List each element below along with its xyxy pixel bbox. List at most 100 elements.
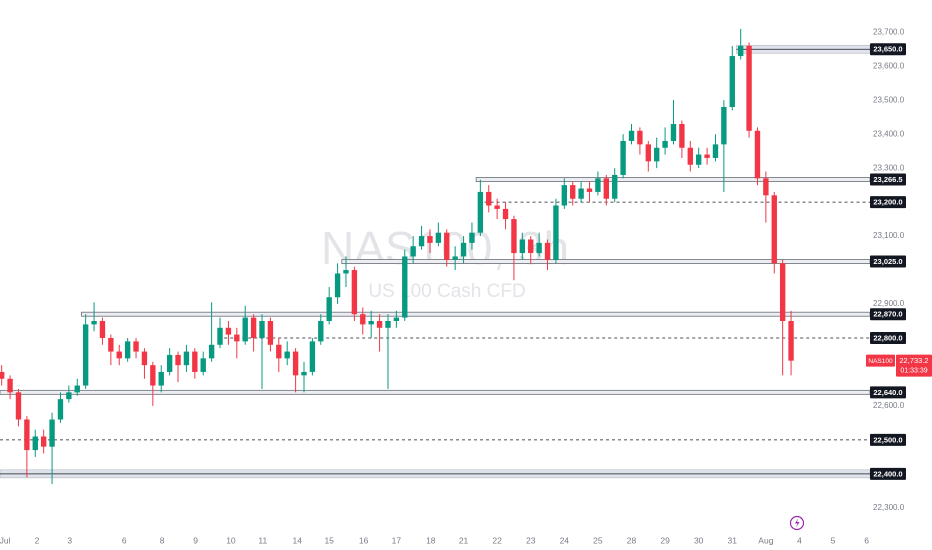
candle — [737, 28, 744, 60]
candle-body — [250, 317, 257, 338]
candle-body — [452, 256, 458, 260]
level-label: 22,640.0 — [873, 388, 902, 397]
candle-body — [586, 188, 593, 192]
candle-body — [150, 365, 156, 386]
x-tick-label: 8 — [160, 535, 165, 545]
candle-body — [242, 317, 248, 342]
candle-body — [7, 378, 13, 393]
level-label: 22,400.0 — [873, 469, 902, 478]
candle-body — [637, 130, 643, 145]
level-label-bg — [870, 331, 906, 344]
level: 23,650.0 — [736, 43, 906, 56]
candle-body — [561, 185, 568, 206]
level-label: 22,870.0 — [873, 310, 902, 319]
level: 22,800.0 — [224, 331, 906, 344]
candle — [351, 266, 358, 321]
candle-body — [309, 341, 316, 372]
candle — [217, 317, 223, 349]
candle-body — [318, 321, 324, 342]
candle-body — [385, 321, 391, 328]
candle — [74, 378, 80, 396]
candle — [788, 310, 794, 376]
candle-body — [788, 321, 794, 361]
x-tick-label: 5 — [831, 535, 836, 545]
candle-body — [141, 351, 148, 366]
candle — [679, 120, 685, 158]
level-label-bg — [870, 173, 906, 186]
x-tick-label: Jul — [0, 535, 11, 545]
level-label: 23,650.0 — [873, 45, 902, 54]
x-tick-label: 17 — [392, 535, 402, 545]
candle — [418, 225, 425, 250]
candle-body — [32, 436, 38, 451]
candle — [175, 351, 181, 383]
candle-body — [108, 337, 114, 352]
candle-body — [553, 205, 559, 260]
level-label-bg — [870, 196, 906, 209]
candle — [7, 375, 13, 400]
candle-body — [234, 334, 240, 342]
symbol-tag: NAS100 — [868, 358, 893, 365]
candle-body — [267, 321, 274, 345]
countdown: 01:33:39 — [900, 368, 927, 375]
candle — [334, 263, 341, 305]
candle-body — [704, 154, 710, 158]
level-label: 23,266.5 — [873, 175, 902, 184]
candle-body — [662, 140, 668, 148]
candle-body — [208, 344, 215, 359]
x-tick-label: 6 — [864, 535, 869, 545]
candle — [586, 181, 593, 203]
level-band — [81, 311, 871, 317]
candle — [208, 302, 215, 362]
candle — [402, 249, 408, 321]
candle-body — [544, 242, 551, 260]
watermark-subtitle: US 100 Cash CFD — [368, 281, 525, 302]
candle-body — [754, 130, 761, 179]
level: 23,266.5 — [475, 173, 906, 186]
candle — [309, 337, 316, 376]
candle — [24, 416, 30, 478]
candle — [771, 191, 777, 274]
candle — [427, 229, 433, 254]
candle-body — [469, 232, 475, 243]
x-tick-label: 2 — [35, 535, 40, 545]
candle-body — [729, 56, 735, 107]
candle — [460, 236, 467, 264]
x-tick-label: 21 — [459, 535, 469, 545]
candle — [536, 232, 542, 257]
candle-body — [91, 321, 97, 325]
candle-body — [15, 392, 22, 420]
x-tick-label: 18 — [426, 535, 436, 545]
y-tick-label: 22,600.0 — [873, 401, 905, 410]
candle-body — [74, 385, 80, 393]
candle-body — [99, 321, 106, 338]
candle — [628, 123, 635, 145]
candle-body — [427, 236, 433, 243]
level: 22,870.0 — [81, 308, 906, 321]
candle — [225, 321, 232, 345]
candle-body — [351, 270, 358, 315]
candle-body — [66, 392, 72, 400]
candle — [385, 314, 391, 389]
candle — [242, 305, 248, 345]
y-tick-label: 23,600.0 — [873, 61, 905, 70]
candle — [133, 337, 139, 359]
candle-body — [292, 351, 299, 376]
level-label: 22,500.0 — [873, 435, 902, 444]
candle-body — [435, 232, 442, 243]
candle-body — [326, 297, 332, 321]
candle-body — [24, 419, 30, 451]
candle-body — [645, 144, 651, 162]
level-label: 23,025.0 — [873, 257, 902, 266]
x-tick-label: 24 — [560, 535, 570, 545]
candle-body — [612, 174, 618, 199]
candle — [250, 314, 257, 352]
candle-body — [570, 185, 576, 199]
candle-body — [133, 341, 139, 352]
level-label-bg — [870, 467, 906, 480]
alert-icon[interactable] — [789, 515, 805, 531]
level: 23,200.0 — [484, 196, 906, 209]
candle-body — [116, 351, 122, 359]
candle-body — [679, 123, 685, 148]
